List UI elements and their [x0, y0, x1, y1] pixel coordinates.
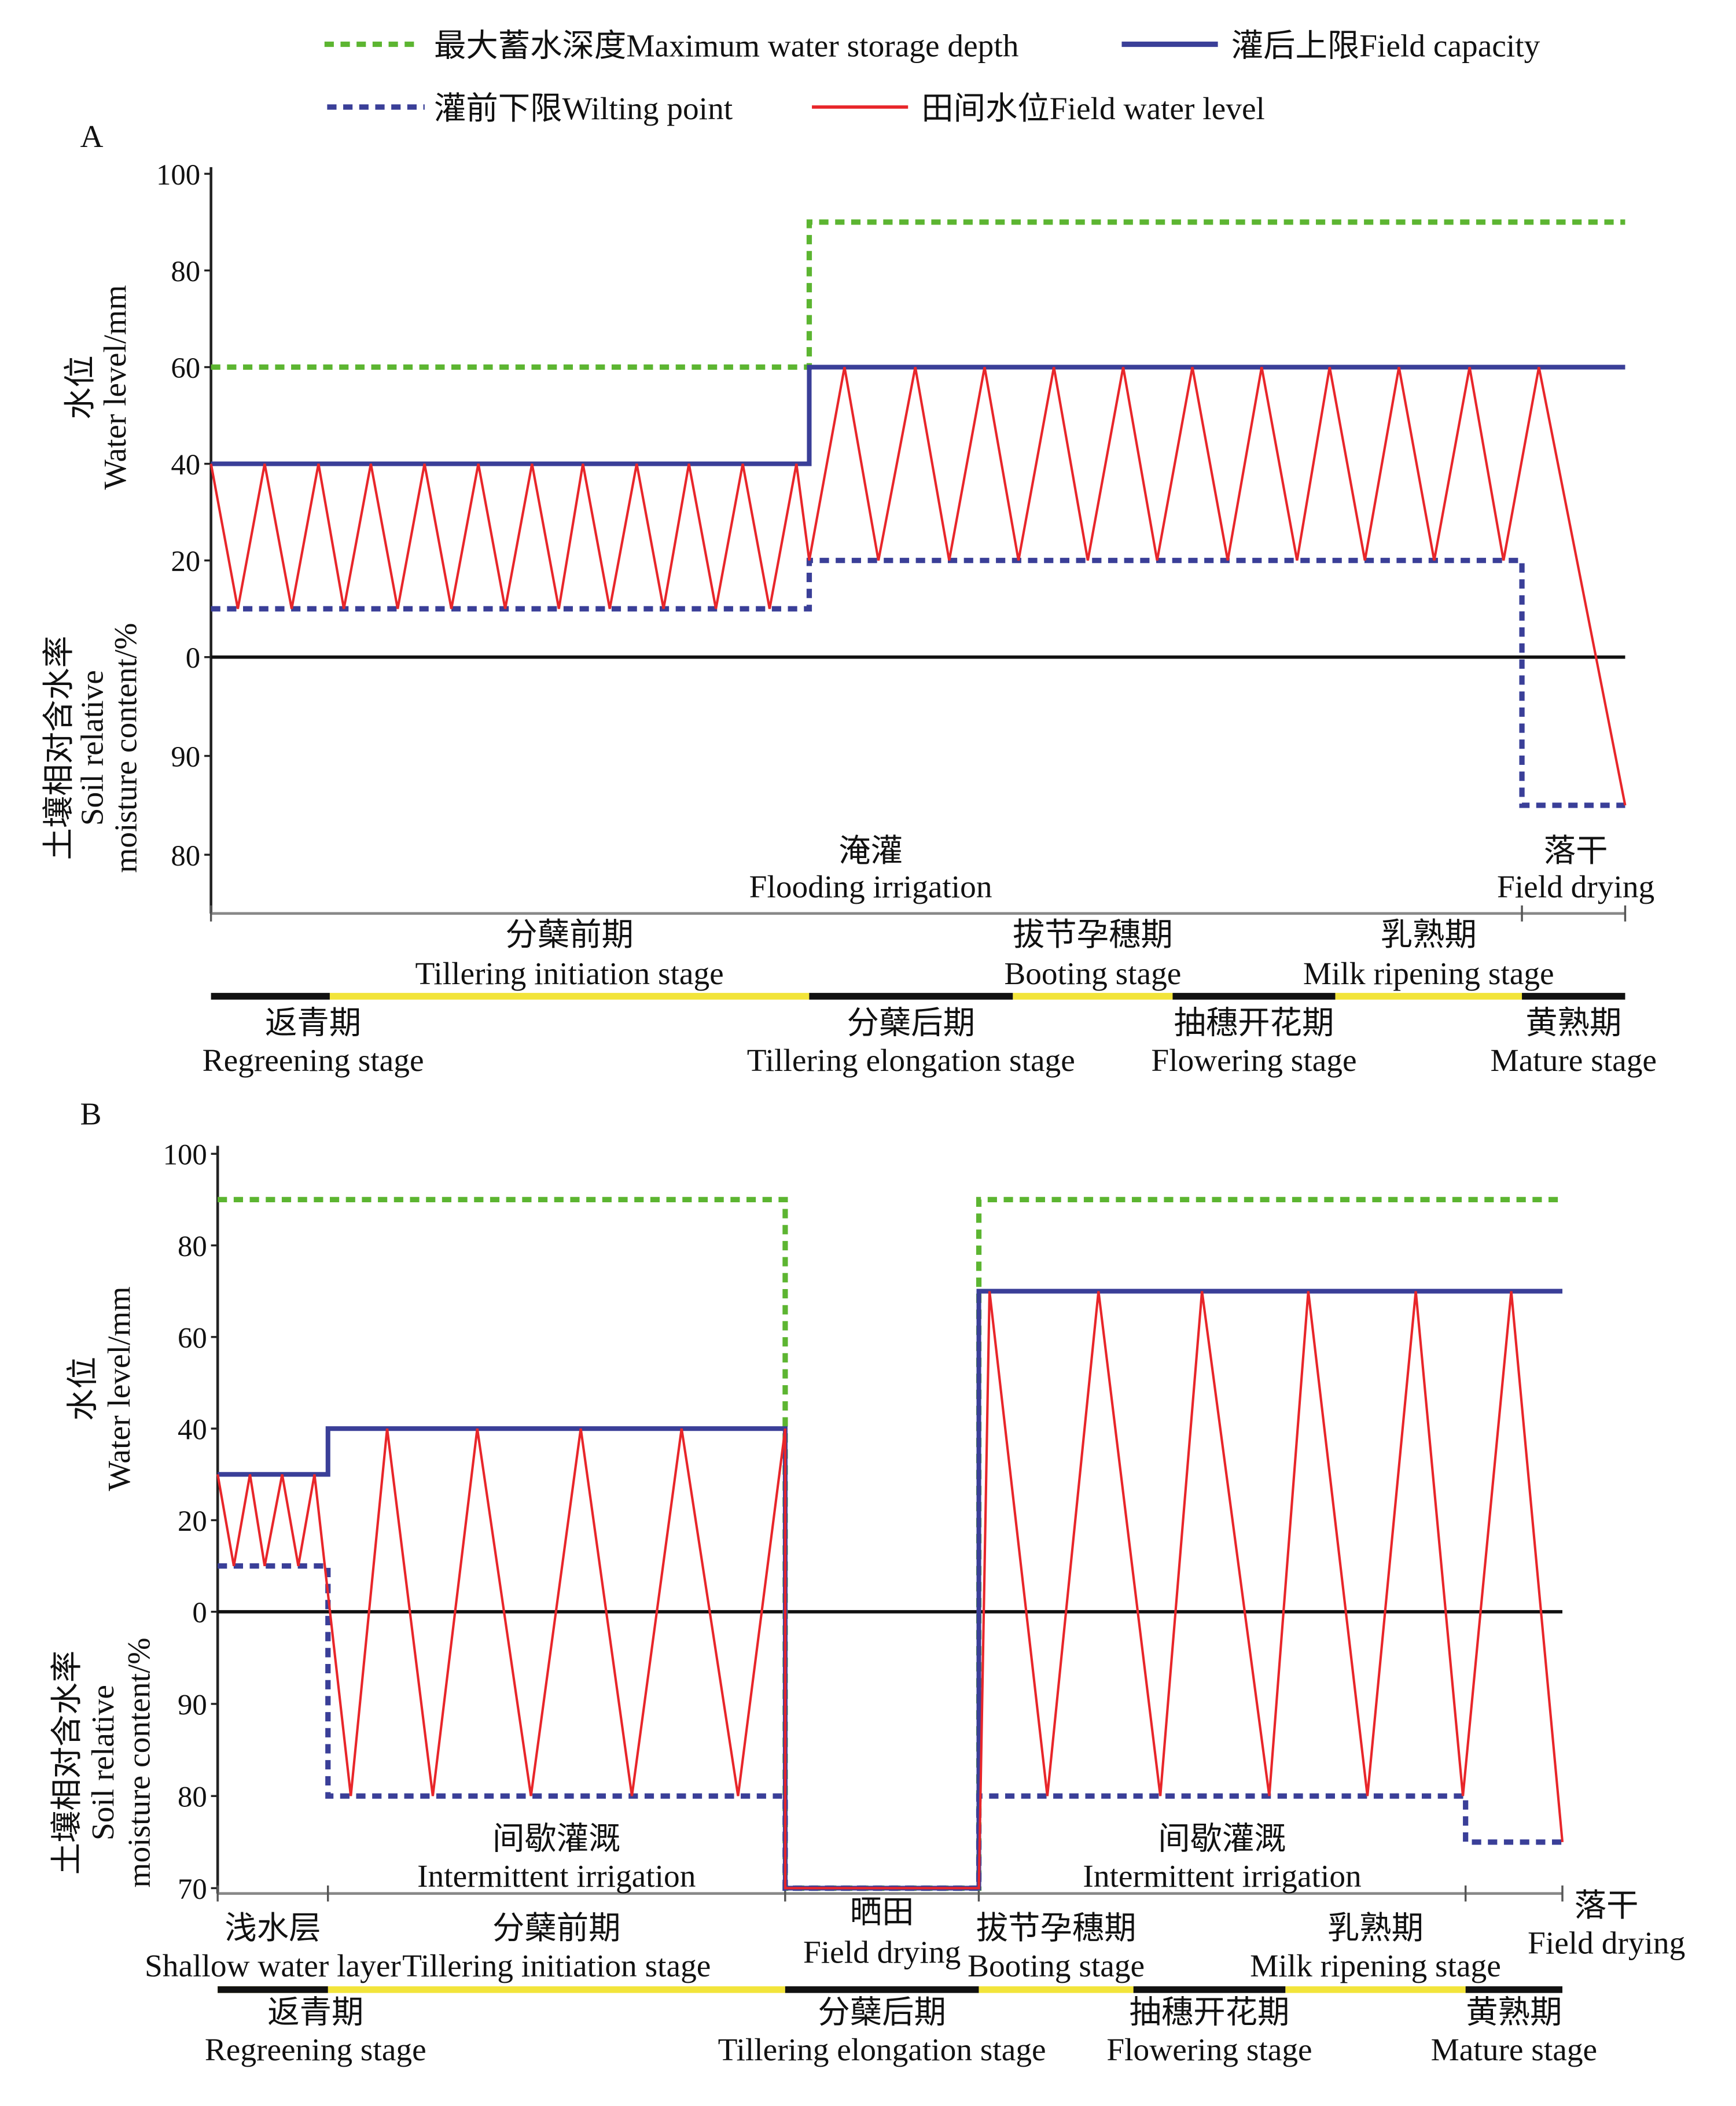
stage-label-cn: 分蘖前期: [492, 1910, 621, 1946]
y-axis-title-water-en: Water level/mm: [101, 1286, 137, 1491]
stage-label-cn: 拔节孕穗期: [1013, 917, 1173, 952]
y-tick-label: 80: [171, 255, 200, 288]
y-tick-label: 0: [186, 642, 200, 674]
soil-tick-label: 90: [171, 741, 200, 773]
y-tick-label: 100: [156, 159, 200, 191]
phase-label-cn: 落干: [1575, 1888, 1639, 1923]
phase-label-en: Intermittent irrigation: [1083, 1858, 1361, 1894]
series-line-max-storage: [218, 1196, 1562, 1891]
y-tick-label: 60: [171, 352, 200, 384]
phase-label-cn: 间歇灌溉: [492, 1821, 621, 1857]
stage-label-cn: 抽穗开花期: [1130, 1995, 1290, 2030]
y-axis-title-soil-en: moisture content/%: [108, 623, 143, 873]
y-tick-label: 100: [163, 1139, 207, 1171]
stage-label-en: Tillering initiation stage: [415, 956, 724, 991]
y-tick-label: 40: [171, 448, 200, 481]
stage-label-cn: 乳熟期: [1327, 1910, 1424, 1946]
stage-label-en: Mature stage: [1490, 1043, 1657, 1078]
stage-label-cn: 分蘖前期: [505, 917, 634, 952]
stage-label-cn: 分蘖后期: [847, 1006, 976, 1041]
stage-label-en: Tillering elongation stage: [718, 2032, 1046, 2067]
y-axis-title-water-cn: 水位: [65, 1357, 101, 1421]
stage-label-en: Tillering initiation stage: [402, 1948, 711, 1983]
soil-tick-label: 80: [178, 1781, 207, 1813]
soil-tick-label: 80: [171, 840, 200, 872]
stage-label-en: Mature stage: [1431, 2032, 1598, 2067]
stage-label-en: Flowering stage: [1151, 1043, 1356, 1078]
soil-tick-label: 70: [178, 1873, 207, 1905]
stage-label-cn: 黄熟期: [1466, 1995, 1562, 2030]
panel-letter: A: [80, 119, 103, 154]
panel-b: B 100 80 60 40 20 0 90 80 70 水位 Water level/mm 土壤相对含…: [49, 1096, 1685, 2067]
y-tick-label: 20: [178, 1505, 207, 1537]
stage-label-en: Booting stage: [968, 1948, 1145, 1983]
series-line-wilting-point: [211, 558, 1625, 808]
phase-label-en: Field drying: [803, 1935, 961, 1970]
phase-label-cn: 间歇灌溉: [1158, 1821, 1286, 1857]
stage-label-cn: 乳熟期: [1381, 917, 1477, 952]
stage-label-cn: 拔节孕穗期: [976, 1910, 1137, 1946]
y-axis-title-water-cn: 水位: [62, 355, 98, 419]
stage-label-en: Regreening stage: [205, 2032, 426, 2067]
stage-label-en: Booting stage: [1004, 956, 1181, 991]
phase-label-cn: 落干: [1544, 833, 1608, 868]
stage-label-en: Shallow water layer: [145, 1948, 401, 1983]
y-axis-title-soil-cn: 土壤相对含水率: [41, 636, 76, 860]
stage-label-en: Flowering stage: [1106, 2032, 1312, 2067]
soil-tick-label: 90: [178, 1688, 207, 1721]
panel-letter: B: [80, 1096, 101, 1131]
stage-label-en: Regreening stage: [203, 1043, 424, 1078]
phase-label-en: Intermittent irrigation: [417, 1858, 696, 1894]
y-axis-title-soil-en: moisture content/%: [121, 1637, 156, 1887]
stage-label-cn: 抽穗开花期: [1174, 1006, 1334, 1041]
y-axis-title-soil-cn: 土壤相对含水率: [49, 1651, 84, 1875]
stage-label-cn: 浅水层: [225, 1910, 321, 1946]
legend-label-field-capacity: 灌后上限Field capacity: [1231, 28, 1540, 63]
series-line-field-water-level: [216, 1291, 1564, 1890]
series-line-max-storage: [211, 219, 1625, 370]
y-axis-title-soil-en: Soil relative: [75, 670, 110, 826]
phase-label-en: Field drying: [1497, 869, 1654, 904]
stage-label-en: Tillering elongation stage: [747, 1043, 1075, 1078]
legend-label-field-water-level: 田间水位Field water level: [921, 91, 1265, 126]
phase-label-en: Flooding irrigation: [749, 869, 992, 904]
y-tick-label: 40: [178, 1413, 207, 1446]
stage-label-cn: 返青期: [265, 1006, 361, 1041]
y-tick-label: 20: [171, 545, 200, 577]
phase-label-cn: 淹灌: [838, 833, 903, 868]
y-axis-title-water-en: Water level/mm: [97, 285, 133, 490]
y-tick-label: 60: [178, 1321, 207, 1354]
series-line-field-capacity: [211, 365, 1625, 466]
stage-label-cn: 返青期: [267, 1995, 363, 2030]
legend-label-wilting-point: 灌前下限Wilting point: [434, 91, 733, 126]
stage-label-cn: 分蘖后期: [818, 1995, 946, 2030]
stage-label-cn: 黄熟期: [1525, 1006, 1621, 1041]
series-line-field-water-level: [209, 367, 1627, 806]
y-tick-label: 80: [178, 1230, 207, 1262]
legend: 最大蓄水深度Maximum water storage depth 灌后上限Fi…: [324, 28, 1540, 126]
y-tick-label: 0: [192, 1596, 207, 1629]
y-axis-title-soil-en: Soil relative: [85, 1685, 120, 1840]
phase-label-en: Field drying: [1528, 1925, 1685, 1961]
stage-label-en: Milk ripening stage: [1250, 1948, 1501, 1983]
series-line-wilting-point: [218, 1563, 1562, 1891]
legend-label-max-storage: 最大蓄水深度Maximum water storage depth: [434, 28, 1018, 63]
stage-label-en: Milk ripening stage: [1303, 956, 1554, 991]
phase-label-cn: 晒田: [850, 1894, 914, 1930]
